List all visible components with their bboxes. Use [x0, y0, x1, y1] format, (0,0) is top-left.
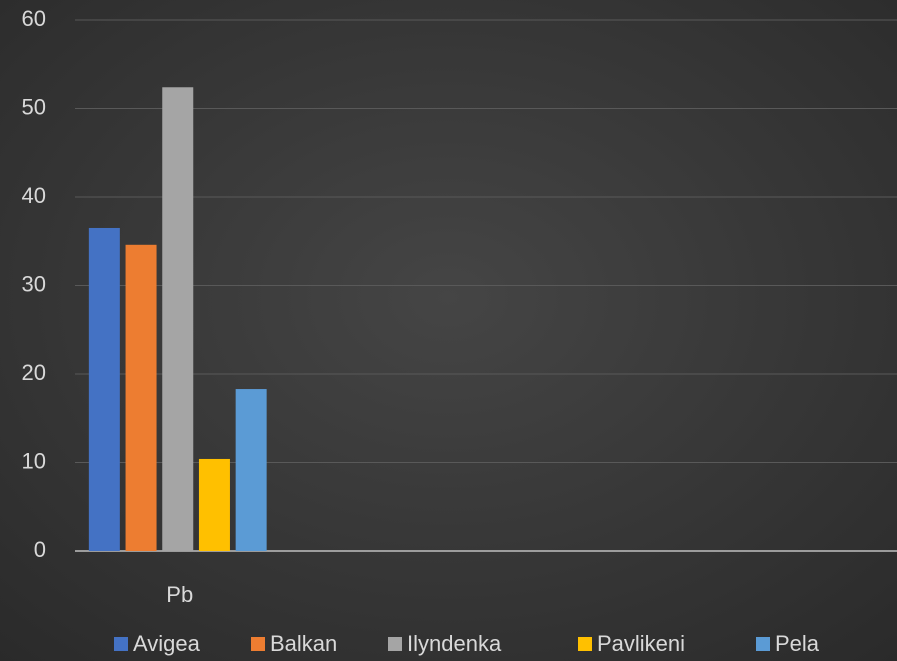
legend-swatch — [251, 637, 265, 651]
legend-label: Balkan — [270, 631, 337, 656]
x-tick-label: Pb — [166, 582, 193, 607]
legend-label: Avigea — [133, 631, 201, 656]
legend-swatch — [578, 637, 592, 651]
y-tick-label: 20 — [22, 360, 46, 385]
legend-label: Pavlikeni — [597, 631, 685, 656]
legend-swatch — [756, 637, 770, 651]
y-tick-label: 60 — [22, 6, 46, 31]
y-tick-label: 10 — [22, 448, 46, 473]
bar — [198, 458, 230, 551]
legend-swatch — [388, 637, 402, 651]
bar — [125, 244, 157, 552]
legend-label: Ilyndenka — [407, 631, 502, 656]
y-tick-label: 30 — [22, 271, 46, 296]
bar — [235, 389, 267, 551]
legend-swatch — [114, 637, 128, 651]
bar — [162, 87, 194, 551]
y-tick-label: 40 — [22, 183, 46, 208]
legend-label: Pela — [775, 631, 820, 656]
y-tick-label: 50 — [22, 94, 46, 119]
y-tick-label: 0 — [34, 537, 46, 562]
bar — [88, 227, 120, 551]
